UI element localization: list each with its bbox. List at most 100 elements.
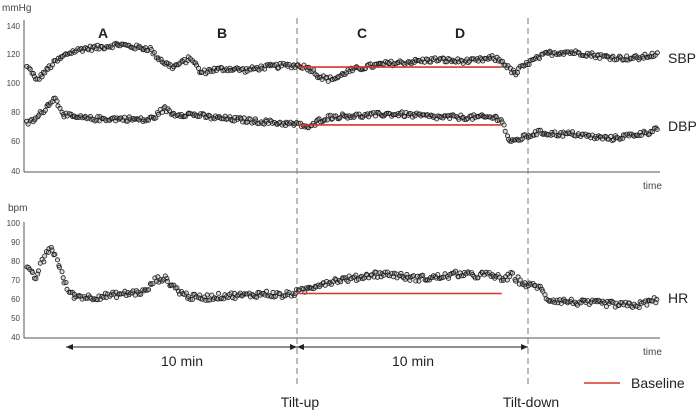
data-point [495,272,501,278]
data-point [27,66,33,72]
data-point [374,110,380,116]
data-point [204,292,210,298]
data-point [489,53,495,59]
hr-tick-label: 100 [7,219,21,228]
data-point [171,110,177,116]
data-point [136,291,142,297]
data-point [324,117,330,123]
data-point [603,303,609,309]
data-point [55,257,61,263]
bp-tick-label: 40 [11,167,20,176]
hr-y-unit: bpm [8,203,27,214]
data-point [42,253,48,259]
data-point [533,132,539,138]
hr-tick-label: 40 [11,333,20,342]
data-point [83,295,89,301]
data-point [241,115,247,121]
duration-arrow-1 [66,344,297,350]
data-point [287,119,293,125]
data-point [636,305,642,311]
data-point [195,65,201,71]
phase-label-d: D [455,25,465,41]
data-point [159,109,165,115]
data-point [33,76,39,82]
data-point [270,289,276,295]
data-point [151,50,157,56]
data-point [550,297,556,303]
data-point [36,268,42,274]
data-point [568,296,574,302]
data-point [192,291,198,297]
data-point [240,66,246,72]
data-point [654,296,660,302]
sbp-series-label: SBP [668,50,696,66]
data-point [39,74,45,80]
data-point [162,273,168,279]
tilt-down-label: Tilt-down [503,394,559,410]
data-point [52,251,58,257]
data-point [138,291,144,297]
data-point [399,109,405,115]
phase-label-c: C [357,25,367,41]
data-point [29,270,35,276]
data-point [502,128,508,134]
hr-series-label: HR [668,290,688,306]
data-point [50,62,56,68]
data-point [42,70,48,76]
data-point [247,116,253,122]
data-point [189,296,195,302]
data-point [215,290,221,296]
data-point [499,58,505,64]
data-point [420,272,426,278]
data-point [353,272,359,278]
data-point [254,294,260,300]
bp-tick-label: 100 [7,79,21,88]
data-point [56,264,62,270]
data-point [501,122,507,128]
data-point [63,279,69,285]
data-point [59,269,65,275]
series-sbp-points [24,40,660,84]
data-point [292,291,298,297]
data-point [164,278,170,284]
hr-tick-label: 50 [11,314,20,323]
data-point [33,276,39,282]
phase-label-a: A [98,25,108,41]
data-point [277,291,283,297]
hr-tick-label: 80 [11,257,20,266]
data-point [526,62,532,68]
hr-tick-label: 60 [11,295,20,304]
data-point [624,53,630,59]
dbp-series-label: DBP [668,118,697,134]
data-point [41,259,47,265]
data-point [374,274,380,280]
data-point [542,292,548,298]
data-point [282,293,288,299]
data-point [342,275,348,281]
data-point [604,54,610,60]
data-point [513,278,519,284]
data-point [416,278,422,284]
data-marks [24,40,660,311]
data-point [54,98,60,104]
data-point [637,55,643,61]
hr-x-axis-label: time [643,347,662,358]
data-point [335,74,341,80]
legend: Baseline [584,375,685,391]
data-point [366,114,372,120]
data-point [536,56,542,62]
data-point [263,288,269,294]
data-point [49,247,55,253]
data-point [540,288,546,294]
bp-tick-label: 80 [11,108,20,117]
data-point [510,270,516,276]
data-point [311,67,317,73]
data-point [148,47,154,53]
hr-tick-label: 90 [11,238,20,247]
data-point [514,70,520,76]
data-point [109,45,115,51]
bp-x-axis-label: time [643,181,662,192]
bp-tick-label: 60 [11,137,20,146]
